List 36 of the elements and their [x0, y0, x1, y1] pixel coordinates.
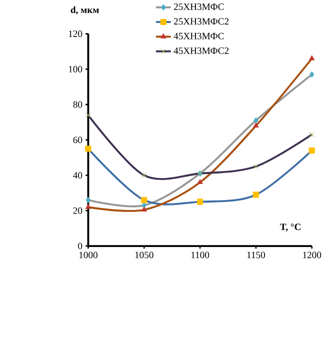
- point: [142, 172, 146, 178]
- x-tick-label: 1000: [79, 252, 98, 258]
- legend-label: 45ХН3МФС2: [174, 48, 228, 54]
- x-tick-label: 1050: [135, 252, 154, 258]
- y-tick-label: 20: [73, 207, 82, 214]
- point: [86, 196, 90, 204]
- x-tick-label: 1150: [247, 252, 265, 258]
- point: [197, 179, 203, 184]
- point: [252, 192, 259, 198]
- point: [309, 71, 314, 78]
- point: [309, 132, 314, 138]
- y-tick-label: 60: [73, 136, 82, 144]
- legend-label: 25ХН3МФС: [174, 4, 224, 10]
- point: [84, 146, 92, 152]
- legend-label: 25ХН3МФС2: [174, 18, 228, 25]
- y-axis-title: d, мкм: [70, 6, 99, 15]
- point: [308, 147, 315, 154]
- point: [308, 55, 314, 60]
- y-tick-label: 100: [68, 66, 82, 72]
- point: [141, 206, 147, 212]
- x-tick-label: 1100: [191, 252, 209, 258]
- point: [253, 122, 259, 128]
- point: [85, 204, 91, 209]
- legend-label: 45ХН3МФС: [174, 32, 224, 40]
- point: [142, 202, 146, 208]
- point: [140, 196, 148, 204]
- y-tick-label: 40: [72, 172, 82, 179]
- x-tick-label: 1200: [302, 252, 321, 258]
- point: [196, 198, 203, 205]
- y-tick-label: 120: [68, 30, 82, 38]
- point: [253, 164, 258, 169]
- y-tick-label: 0: [78, 242, 82, 250]
- point: [253, 117, 258, 124]
- x-axis-title: T, °C: [280, 224, 300, 232]
- y-tick-label: 80: [73, 101, 82, 108]
- point: [86, 112, 90, 118]
